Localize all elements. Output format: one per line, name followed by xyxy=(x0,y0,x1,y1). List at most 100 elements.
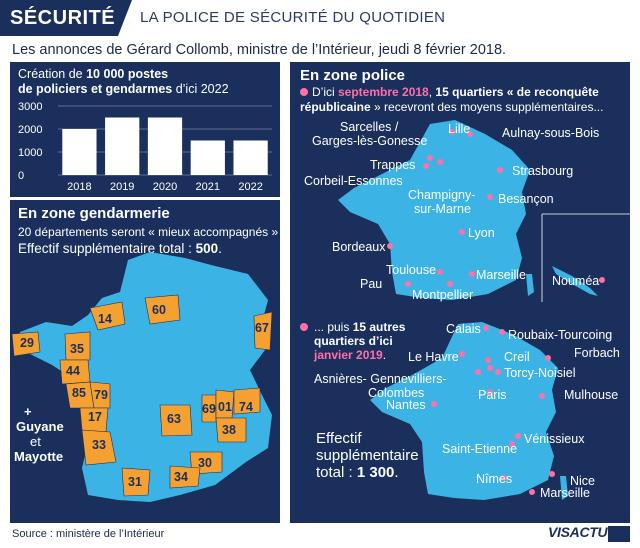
dept-29 xyxy=(11,331,41,357)
city-asnieres: Asnières- Gennevilliers- xyxy=(314,372,447,386)
city-aulnay: Aulnay-sous-Bois xyxy=(502,126,600,140)
city-garges: Garges-lès-Gonesse xyxy=(312,134,428,148)
city-colombes: Colombes xyxy=(368,386,425,400)
police-line1: D’ici septembre 2018, 15 quartiers « de … xyxy=(300,85,599,100)
city-marseille-1: Marseille xyxy=(476,268,527,282)
city-sarcelles: Sarcelles / xyxy=(340,120,399,134)
brand-logo: VISACTU xyxy=(548,524,608,540)
overseas-guyane: Guyane xyxy=(16,419,64,434)
x-tick-label: 2021 xyxy=(196,181,220,193)
bar-2022 xyxy=(233,140,268,175)
city-corbeil: Corbeil-Essonnes xyxy=(304,174,403,188)
chart-caption-line2: de policiers et gendarmes d’ici 2022 xyxy=(18,82,229,96)
dept-67 xyxy=(253,311,273,351)
corsica-top xyxy=(526,274,534,296)
dept-label-74: 74 xyxy=(239,400,253,414)
pink-dot-icon xyxy=(300,323,308,331)
bar-chart: 0 1000 2000 3000 2018 2019 2020 2021 2022 xyxy=(18,101,272,193)
dept-14 xyxy=(89,301,126,331)
city-paris: Paris xyxy=(478,388,507,402)
dept-69 xyxy=(201,394,217,423)
dept-label-60: 60 xyxy=(152,303,166,317)
brand-logo-mark xyxy=(608,526,630,542)
city-le-havre: Le Havre xyxy=(408,350,459,364)
corsica-bottom xyxy=(560,476,568,500)
dept-label-01: 01 xyxy=(218,400,232,414)
dept-34 xyxy=(169,465,201,489)
source-note: Source : ministère de l’Intérieur xyxy=(12,528,165,540)
bar-2018 xyxy=(62,129,97,175)
dept-38 xyxy=(215,417,247,443)
city-nimes: Nîmes xyxy=(476,472,513,486)
overseas-plus: + xyxy=(24,404,32,419)
new-caledonia xyxy=(552,266,598,296)
bar-2019 xyxy=(105,117,140,175)
dept-label-44: 44 xyxy=(66,364,80,378)
dept-35 xyxy=(64,331,91,361)
city-montpellier: Montpellier xyxy=(412,288,474,302)
city-torcy: Torcy-Noisiel xyxy=(504,366,576,380)
dept-label-29: 29 xyxy=(20,336,34,350)
city-forbach: Forbach xyxy=(574,346,620,360)
dept-label-14: 14 xyxy=(98,312,112,326)
x-tick-label: 2019 xyxy=(110,181,134,193)
france-map-gendarmerie xyxy=(20,252,272,502)
police-line5: janvier 2019. xyxy=(314,348,387,362)
police-maps xyxy=(338,120,630,500)
gendarmerie-line2: Effectif supplémentaire total : 500. xyxy=(18,241,222,256)
france-map-bottom xyxy=(370,322,558,500)
page-subtitle: Les annonces de Gérard Collomb, ministre… xyxy=(12,42,507,58)
city-champigny-1: Champigny- xyxy=(408,188,476,202)
city-nice: Nice xyxy=(570,474,596,488)
page-title: LA POLICE DE SÉCURITÉ DU QUOTIDIEN xyxy=(140,9,446,26)
police-line2: républicaine » recevront des moyens supp… xyxy=(300,100,604,114)
police-total-1: Effectif xyxy=(316,430,362,447)
bar-2020 xyxy=(147,117,183,175)
police-total-2: supplémentaire xyxy=(316,447,419,464)
city-strasbourg: Strasbourg xyxy=(512,164,574,178)
dept-label-69: 69 xyxy=(202,402,216,416)
x-tick-label: 2020 xyxy=(153,181,177,193)
city-marseille-2: Marseille xyxy=(540,486,591,500)
x-tick-label: 2022 xyxy=(238,181,262,193)
gendarmerie-map xyxy=(11,252,273,502)
dept-label-85: 85 xyxy=(72,386,86,400)
dept-79 xyxy=(89,381,111,409)
police-total-3: total : 1 300. xyxy=(316,464,399,481)
dept-33 xyxy=(81,429,117,466)
dept-label-31: 31 xyxy=(128,475,142,489)
section-tag: SÉCURITÉ xyxy=(0,0,118,36)
chart-panel: Création de 10 000 postes de policiers e… xyxy=(10,62,280,197)
dept-label-17: 17 xyxy=(88,410,102,424)
police-title: En zone police xyxy=(300,67,406,84)
city-mulhouse: Mulhouse xyxy=(564,388,619,402)
dept-74 xyxy=(233,387,261,415)
city-trappes: Trappes xyxy=(370,158,416,172)
dept-label-67: 67 xyxy=(255,321,269,335)
dept-31 xyxy=(121,467,151,497)
gendarmerie-line1: 20 départements seront « mieux accompagn… xyxy=(18,225,279,239)
city-toulouse: Toulouse xyxy=(386,263,437,277)
header: SÉCURITÉ LA POLICE DE SÉCURITÉ DU QUOTID… xyxy=(0,0,640,36)
dept-label-34: 34 xyxy=(174,470,188,484)
city-pau: Pau xyxy=(360,277,383,291)
city-noumea: Nouméa xyxy=(552,274,600,288)
pink-dot-icon xyxy=(300,88,308,96)
city-roubaix: Roubaix-Tourcoing xyxy=(508,328,613,342)
police-panel: En zone police D’ici septembre 2018, 15 … xyxy=(290,62,630,523)
dept-label-63: 63 xyxy=(167,412,181,426)
city-creil: Creil xyxy=(504,350,530,364)
city-saint-etienne: Saint-Etienne xyxy=(442,442,518,456)
dept-63 xyxy=(159,404,193,437)
dept-label-35: 35 xyxy=(70,342,84,356)
dept-label-38: 38 xyxy=(222,423,236,437)
y-tick-label: 2000 xyxy=(18,124,42,136)
y-tick-label: 3000 xyxy=(18,101,42,113)
dept-label-79: 79 xyxy=(94,388,108,402)
overseas-et: et xyxy=(30,434,41,449)
y-tick-label: 0 xyxy=(18,170,24,182)
city-lille: Lille xyxy=(448,122,471,136)
city-besancon: Besançon xyxy=(498,192,554,206)
section-tag-slant xyxy=(118,0,132,36)
dept-label-33: 33 xyxy=(92,438,106,452)
